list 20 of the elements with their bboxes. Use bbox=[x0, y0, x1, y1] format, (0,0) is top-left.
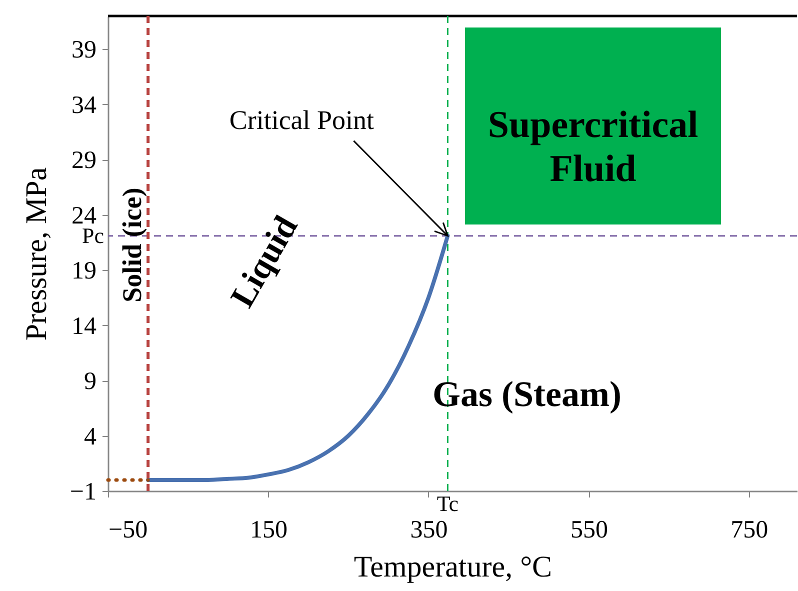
y-tick-label: 14 bbox=[72, 312, 97, 340]
annotation: Solid (ice) bbox=[117, 188, 147, 302]
y-tick-label: −1 bbox=[70, 478, 96, 506]
annotation: Critical Point bbox=[229, 104, 375, 135]
y-tick-label: 9 bbox=[84, 368, 96, 396]
annotation: Supercritical Fluid bbox=[488, 104, 698, 190]
y-tick-label: 4 bbox=[84, 423, 97, 450]
y-tick-label: 29 bbox=[72, 147, 96, 174]
y-axis-title: Pressure, MPa bbox=[20, 167, 53, 341]
x-tick-label: 750 bbox=[730, 516, 768, 544]
x-axis-title: Temperature, °C bbox=[354, 550, 552, 584]
x-tick-label: −50 bbox=[108, 516, 148, 544]
x-tick-label: 350 bbox=[410, 516, 448, 544]
x-tick-label: 550 bbox=[570, 516, 608, 544]
ref-line-label: Tc bbox=[436, 491, 459, 516]
y-tick-label: 34 bbox=[72, 92, 97, 119]
y-tick-label: 39 bbox=[72, 36, 96, 64]
annotation: Gas (Steam) bbox=[432, 374, 622, 414]
x-tick-label: 150 bbox=[250, 516, 288, 544]
y-tick-label: 19 bbox=[72, 258, 96, 285]
